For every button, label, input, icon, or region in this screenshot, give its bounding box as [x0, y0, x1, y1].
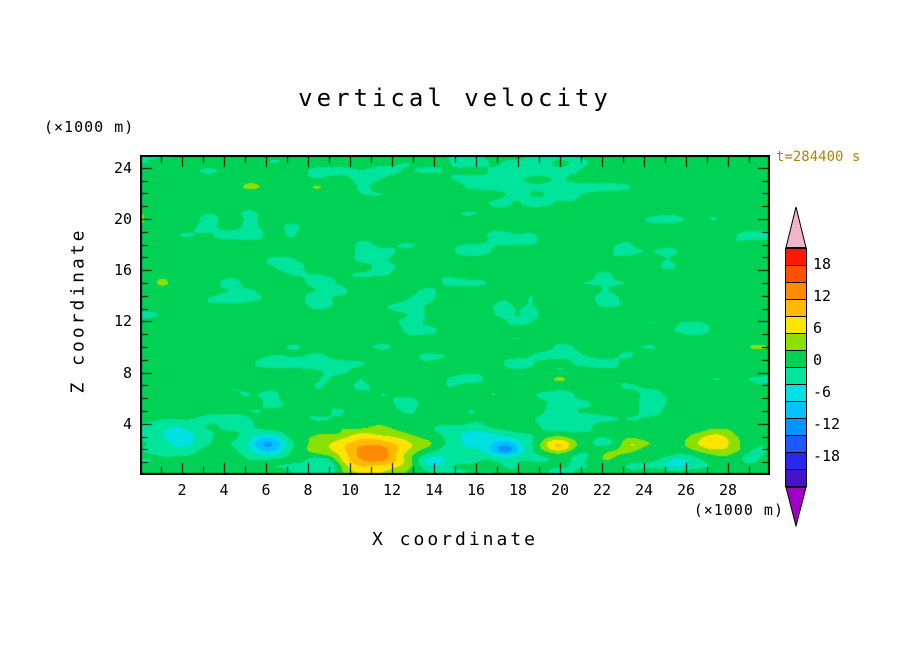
colorbar-under-arrow [785, 487, 807, 527]
colorbar-tick-label: 0 [813, 351, 823, 369]
x-tick-label: 4 [219, 481, 229, 499]
colorbar-band [786, 266, 806, 283]
x-axis-unit-label: (×1000 m) [693, 501, 784, 519]
colorbar-tick-label: 18 [813, 255, 832, 273]
colorbar-band [786, 351, 806, 368]
x-tick-label: 2 [177, 481, 187, 499]
colorbar-band [786, 419, 806, 436]
colorbar-band [786, 402, 806, 419]
colorbar [785, 206, 807, 527]
x-tick-label: 18 [508, 481, 528, 499]
x-tick-label: 8 [303, 481, 313, 499]
colorbar-tick-label: -18 [813, 447, 841, 465]
colorbar-band [786, 436, 806, 453]
colorbar-tick-label: -12 [813, 415, 841, 433]
y-axis-unit-label: (×1000 m) [44, 118, 135, 136]
y-tick-label: 12 [113, 312, 132, 331]
chart-title: vertical velocity [298, 84, 612, 112]
colorbar-band [786, 385, 806, 402]
x-tick-label: 10 [340, 481, 360, 499]
colorbar-band [786, 470, 806, 486]
time-stamp-label: t=284400 s [776, 149, 861, 165]
x-tick-label: 12 [382, 481, 402, 499]
colorbar-band [786, 283, 806, 300]
x-tick-label: 14 [424, 481, 444, 499]
colorbar-tick-label: 12 [813, 287, 832, 305]
y-tick-label: 4 [122, 414, 132, 433]
x-tick-label: 24 [634, 481, 654, 499]
x-tick-label: 16 [466, 481, 486, 499]
colorbar-band [786, 317, 806, 334]
colorbar-tick-label: 6 [813, 319, 823, 337]
y-tick-label: 8 [122, 363, 132, 382]
y-tick-label: 16 [113, 261, 132, 280]
colorbar-band [786, 300, 806, 317]
y-axis-title: Z coordinate [67, 227, 89, 394]
y-tick-label: 20 [113, 210, 132, 228]
colorbar-band [786, 334, 806, 351]
colorbar-tick-label: -6 [813, 383, 832, 401]
x-tick-label: 26 [676, 481, 696, 499]
contour-field-canvas [140, 155, 770, 475]
x-axis-title: X coordinate [371, 529, 539, 550]
x-tick-label: 6 [261, 481, 271, 499]
x-tick-label: 20 [550, 481, 570, 499]
colorbar-over-arrow [785, 206, 807, 248]
colorbar-band [786, 453, 806, 470]
x-tick-label: 22 [592, 481, 612, 499]
y-tick-label: 24 [113, 158, 132, 177]
colorbar-band [786, 249, 806, 266]
x-tick-label: 28 [718, 481, 738, 499]
plot-area [140, 155, 770, 475]
colorbar-bands [785, 248, 807, 487]
colorbar-band [786, 368, 806, 385]
